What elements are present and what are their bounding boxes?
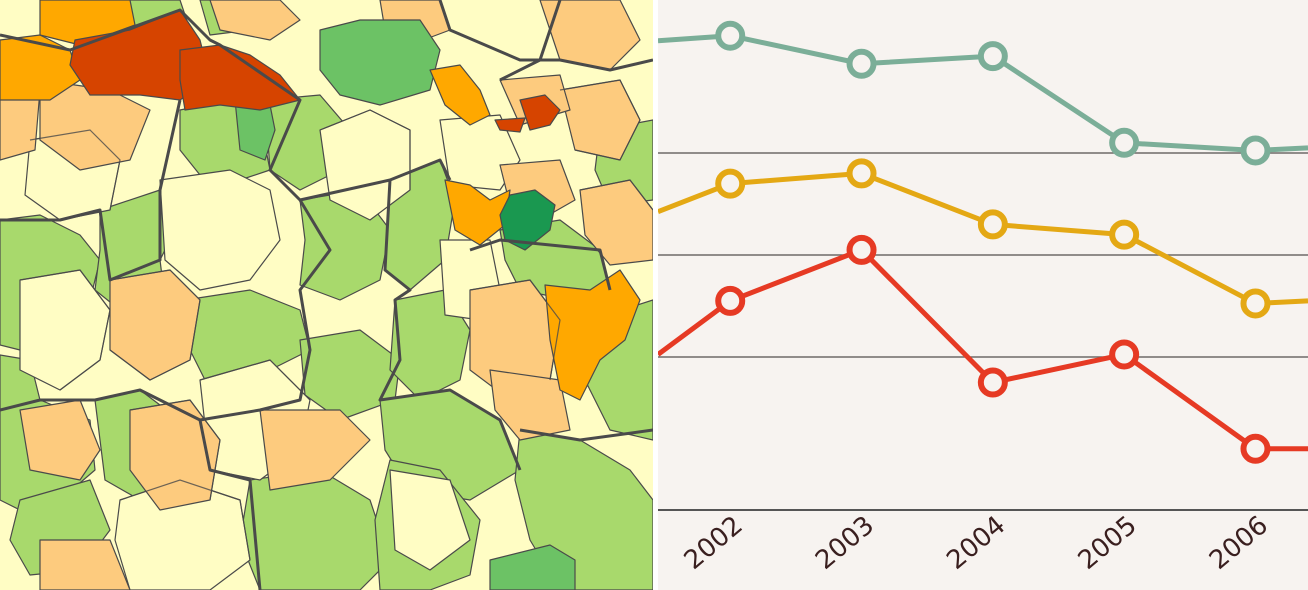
data-point: [977, 209, 1008, 240]
map-region: [259, 409, 371, 491]
map-border: [499, 0, 562, 82]
map-region: [489, 544, 576, 590]
gridlines: [658, 152, 1308, 511]
map-minor-borders: [19, 79, 653, 561]
map-region: [519, 94, 561, 131]
panel-divider: [653, 0, 658, 590]
map-border: [469, 279, 561, 381]
line-chart-panel: 2002 2003 2004 2005 2006: [658, 0, 1308, 590]
map-border: [319, 109, 411, 190]
data-point: [715, 168, 746, 199]
data-point: [1240, 433, 1271, 464]
map-region: [209, 0, 301, 41]
data-point: [715, 285, 746, 316]
map-border: [129, 399, 221, 501]
data-point: [1240, 288, 1271, 319]
x-axis-tick-labels: 2002 2003 2004 2005 2006: [679, 510, 1274, 576]
map-border: [19, 269, 111, 391]
data-point: [846, 48, 877, 79]
map-border: [29, 129, 121, 211]
data-point: [1240, 135, 1271, 166]
x-tick-label: 2004: [941, 510, 1011, 576]
data-point: [1109, 127, 1140, 158]
series-line-2: [658, 170, 1308, 306]
map-border: [0, 388, 201, 422]
map-region: [539, 0, 641, 71]
map-region: [179, 44, 301, 111]
map-region: [389, 469, 471, 571]
map-svg: [0, 0, 653, 590]
data-point: [977, 41, 1008, 72]
map-border: [109, 269, 201, 381]
map-region: [159, 169, 281, 291]
data-point: [1109, 219, 1140, 250]
map-border: [299, 158, 452, 202]
x-tick-label: 2002: [679, 510, 749, 576]
map-border: [559, 79, 641, 161]
data-point: [977, 367, 1008, 398]
map-region: [544, 269, 641, 401]
map-border: [519, 428, 653, 442]
map-border: [469, 238, 612, 291]
series-markers: [715, 20, 1271, 464]
data-point: [1109, 339, 1140, 370]
map-region: [19, 399, 101, 481]
choropleth-map: [0, 0, 653, 590]
map-border: [119, 479, 251, 561]
data-point: [715, 20, 746, 51]
line-chart: 2002 2003 2004 2005 2006: [658, 20, 1308, 576]
map-region: [429, 64, 491, 126]
map-border: [0, 8, 332, 590]
map-border: [579, 179, 653, 211]
map-major-borders: [0, 0, 653, 590]
map-border: [378, 179, 522, 471]
x-tick-label: 2005: [1073, 510, 1143, 576]
map-region: [319, 19, 441, 106]
map-border: [199, 359, 311, 401]
data-point: [846, 234, 877, 265]
data-point: [846, 158, 877, 189]
map-region: [494, 117, 526, 133]
map-region: [499, 189, 556, 251]
x-tick-label: 2003: [810, 510, 880, 576]
x-tick-label: 2006: [1204, 510, 1274, 576]
map-region: [184, 289, 311, 391]
map-region: [39, 539, 131, 590]
